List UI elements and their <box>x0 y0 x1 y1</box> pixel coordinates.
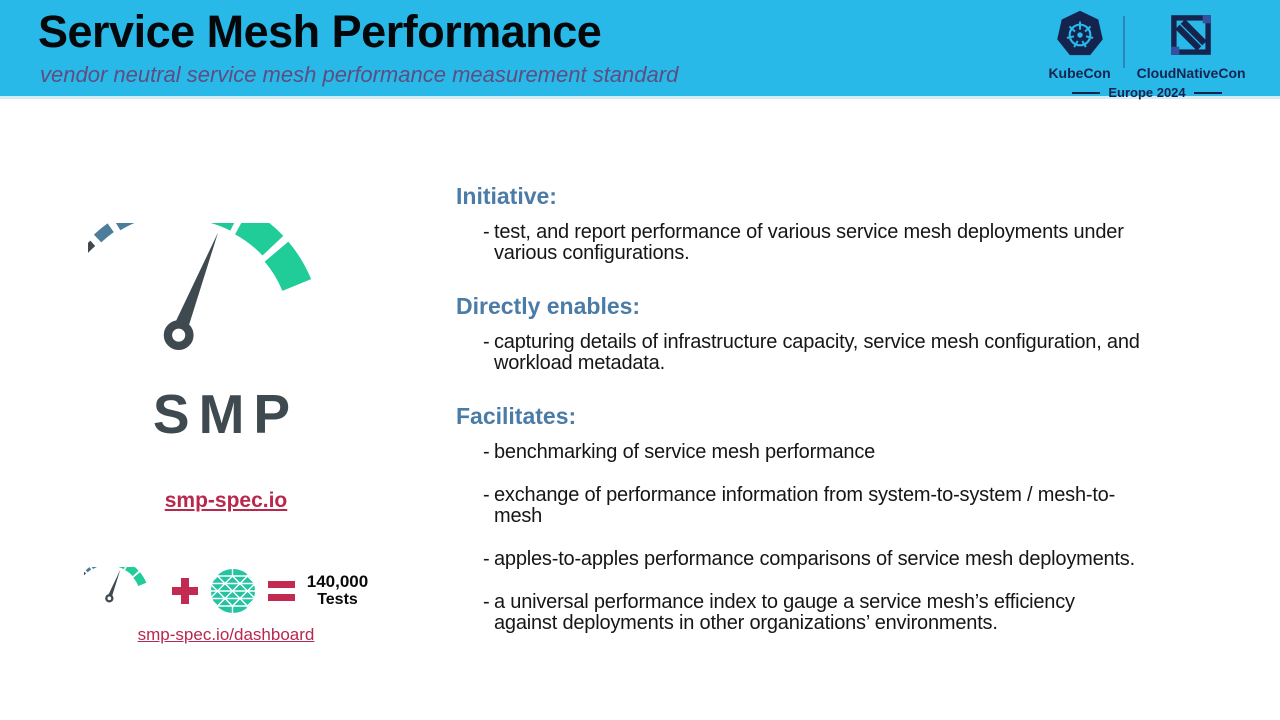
cloudnativecon-logo-block: CloudNativeCon <box>1137 8 1246 81</box>
bullet-item: - capturing details of infrastructure ca… <box>456 332 1168 374</box>
bullet-dash: - <box>483 548 490 570</box>
dashboard-link[interactable]: smp-spec.io/dashboard <box>137 625 315 644</box>
smp-spec-link[interactable]: smp-spec.io <box>164 489 288 512</box>
bullet-dash: - <box>483 221 490 243</box>
left-column: SMP smp-spec.io 140,000 Tests smp-spec.i… <box>0 99 452 720</box>
mesh-sphere-icon <box>210 568 256 614</box>
cloudnativecon-label: CloudNativeCon <box>1136 65 1246 81</box>
smp-wordmark: SMP <box>152 383 300 445</box>
content-column: Initiative: - test, and report performan… <box>456 183 1168 663</box>
bullet-dash: - <box>483 591 490 613</box>
cloudnativecon-logo-icon <box>1164 8 1218 62</box>
bullet-dash: - <box>483 331 490 353</box>
section-directly-enables: Directly enables: - capturing details of… <box>456 293 1168 374</box>
bullet-item: - test, and report performance of variou… <box>456 222 1168 264</box>
header-banner: Service Mesh Performance vendor neutral … <box>0 0 1280 100</box>
bullet-text: a universal performance index to gauge a… <box>494 591 1075 634</box>
bullet-dash: - <box>483 484 490 506</box>
bullet-item: - apples-to-apples performance compariso… <box>456 549 1168 570</box>
kubecon-logo-block: KubeCon <box>1048 8 1111 81</box>
edition-line-left <box>1072 91 1101 94</box>
bullet-text: test, and report performance of various … <box>494 221 1124 264</box>
edition-line-right <box>1193 91 1222 94</box>
tests-count-value: 140,000 <box>306 571 369 591</box>
section-heading: Initiative: <box>456 183 557 209</box>
bullet-text: benchmarking of service mesh performance <box>494 441 876 463</box>
bullet-dash: - <box>483 441 490 463</box>
kubecon-logo-icon <box>1053 8 1107 62</box>
page-title: Service Mesh Performance <box>38 6 602 57</box>
logo-separator <box>1122 15 1125 68</box>
equation-row: 140,000 Tests <box>0 567 452 614</box>
bullet-text: capturing details of infrastructure capa… <box>494 331 1140 374</box>
event-edition: Europe 2024 <box>1108 85 1186 100</box>
section-facilitates: Facilitates: - benchmarking of service m… <box>456 403 1168 634</box>
section-heading: Directly enables: <box>456 293 641 319</box>
event-edition-row: Europe 2024 <box>1042 85 1252 100</box>
kubecon-label: KubeCon <box>1048 65 1111 81</box>
plus-icon <box>171 577 198 604</box>
equals-icon <box>267 580 295 601</box>
bullet-text: exchange of performance information from… <box>494 484 1116 527</box>
section-initiative: Initiative: - test, and report performan… <box>456 183 1168 264</box>
bullet-item: - a universal performance index to gauge… <box>456 592 1168 634</box>
page-subtitle: vendor neutral service mesh performance … <box>40 62 679 87</box>
event-logos: KubeCon CloudNativeCon Europe 2024 <box>1042 8 1252 100</box>
section-heading: Facilitates: <box>456 403 577 429</box>
tests-count: 140,000 Tests <box>307 572 368 610</box>
bullet-item: - exchange of performance information fr… <box>456 485 1168 527</box>
tests-count-unit: Tests <box>317 591 358 609</box>
bullet-text: apples-to-apples performance comparisons… <box>494 548 1135 570</box>
bullet-item: - benchmarking of service mesh performan… <box>456 442 1168 463</box>
gauge-icon <box>84 567 160 614</box>
smp-gauge-logo <box>88 223 360 392</box>
